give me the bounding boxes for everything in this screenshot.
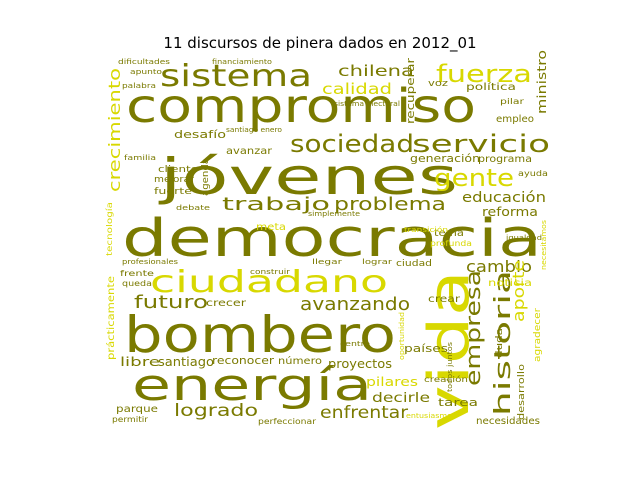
word-política: política xyxy=(466,81,516,93)
word-ciudadano: ciudadano xyxy=(150,265,388,300)
word-energía: energía xyxy=(132,360,372,411)
word-frente: frente xyxy=(120,269,154,278)
word-pilares: pilares xyxy=(366,375,418,389)
word-santiago-enero: santiago enero xyxy=(226,126,282,134)
word-servicio: servicio xyxy=(412,130,550,158)
word-recuperar: recuperar xyxy=(404,57,417,124)
word-futuro: futuro xyxy=(134,292,208,313)
word-compromiso: compromiso xyxy=(126,79,476,133)
word-calidad: calidad xyxy=(322,80,392,98)
word-desarrollo: desarrollo xyxy=(517,363,527,420)
word-libre: libre xyxy=(120,355,160,369)
word-ciudad: ciudad xyxy=(396,259,432,269)
word-aporte: aporte xyxy=(509,260,528,322)
word-agradecer: agradecer xyxy=(533,308,543,362)
word-entusiasmo: entusiasmo xyxy=(406,412,452,420)
word-financiamiento: financiamiento xyxy=(212,58,272,66)
word-enfrentar: enfrentar xyxy=(320,403,408,423)
word-construir: construir xyxy=(250,268,290,276)
word-países: países xyxy=(404,342,448,355)
word-crecimiento: crecimiento xyxy=(105,68,124,192)
word-empleo: empleo xyxy=(496,114,534,125)
word-ayuda: ayuda xyxy=(518,169,548,178)
word-meta: meta xyxy=(256,222,286,233)
word-creación: creación xyxy=(424,374,468,384)
word-agenda: agenda xyxy=(201,158,211,196)
word-reforma: reforma xyxy=(482,205,538,219)
word-proyectos: proyectos xyxy=(328,357,392,371)
word-programa: programa xyxy=(478,154,532,165)
word-dificultades: dificultades xyxy=(118,58,170,66)
word-sistema: sistema xyxy=(160,59,312,94)
word-simplemente: simplemente xyxy=(308,210,360,218)
word-igualdad: igualdad xyxy=(506,234,542,242)
word-mejorar: mejorar xyxy=(154,175,194,185)
word-trabajo: trabajo xyxy=(222,194,330,215)
word-duda: duda xyxy=(495,328,505,358)
word-transición: transición xyxy=(404,226,448,234)
word-logrado: logrado xyxy=(174,401,258,421)
word-vida: vida xyxy=(417,270,482,430)
word-familia: familia xyxy=(124,154,156,162)
word-apunto: apunto xyxy=(130,68,162,76)
chart-title: 11 discursos de pinera dados en 2012_01 xyxy=(163,34,477,52)
word-necesitamos: necesitamos xyxy=(540,220,548,270)
word-chilena: chilena xyxy=(338,62,414,80)
word-oportunidad: oportunidad xyxy=(398,312,406,360)
word-educación: educación xyxy=(462,190,546,206)
word-necesidades: necesidades xyxy=(476,416,540,427)
word-cambio: cambio xyxy=(466,257,532,276)
word-tarea: tarea xyxy=(438,396,478,409)
word-centro: centro xyxy=(340,340,370,348)
word-decirle: decirle xyxy=(372,391,430,406)
word-parque: parque xyxy=(116,404,158,415)
word-empresa: empresa xyxy=(461,270,485,386)
word-llegar: llegar xyxy=(312,258,342,266)
word-debate: debate xyxy=(176,204,210,212)
word-crecer: crecer xyxy=(206,298,247,309)
word-avanzando: avanzando xyxy=(300,294,410,315)
word-democracia: democracia xyxy=(122,209,542,269)
word-reconocer: reconocer xyxy=(212,354,275,367)
word-prácticamente: prácticamente xyxy=(105,276,117,360)
word-fuerza: fuerza xyxy=(436,60,532,88)
word-todos-juntos: todos juntos xyxy=(446,342,454,392)
word-desafío: desafío xyxy=(174,128,226,141)
word-fuerte: fuerte xyxy=(154,187,193,197)
word-tema: tema xyxy=(434,228,464,239)
word-palabra: palabra xyxy=(122,82,156,90)
word-tecnología: tecnología xyxy=(105,202,114,256)
word-generación: generación xyxy=(410,152,480,165)
word-número: número xyxy=(278,355,322,367)
word-voz: voz xyxy=(428,79,448,89)
word-cliente: cliente xyxy=(158,165,199,175)
word-bombero: bombero xyxy=(124,306,396,364)
word-profesionales: profesionales xyxy=(122,258,178,266)
word-sociedad: sociedad xyxy=(290,130,414,158)
word-permitir: permitir xyxy=(112,415,149,424)
word-crear: crear xyxy=(428,294,461,305)
word-ministro: ministro xyxy=(535,50,549,114)
word-lograr: lograr xyxy=(362,258,392,266)
word-pilar: pilar xyxy=(500,97,525,106)
word-santiago: santiago xyxy=(158,355,214,369)
word-sistema-electoral: sistema electoral xyxy=(334,100,400,108)
word-profunda: profunda xyxy=(430,239,472,248)
word-noticia: noticia xyxy=(488,278,532,289)
word-gente: gente xyxy=(434,164,514,192)
word-avanzar: avanzar xyxy=(226,146,273,157)
word-queda: queda xyxy=(122,279,152,288)
word-historia: historia xyxy=(491,270,516,416)
word-perfeccionar: perfeccionar xyxy=(258,417,317,426)
word-jóvenes: jóvenes xyxy=(158,148,458,206)
word-problema: problema xyxy=(334,194,446,215)
